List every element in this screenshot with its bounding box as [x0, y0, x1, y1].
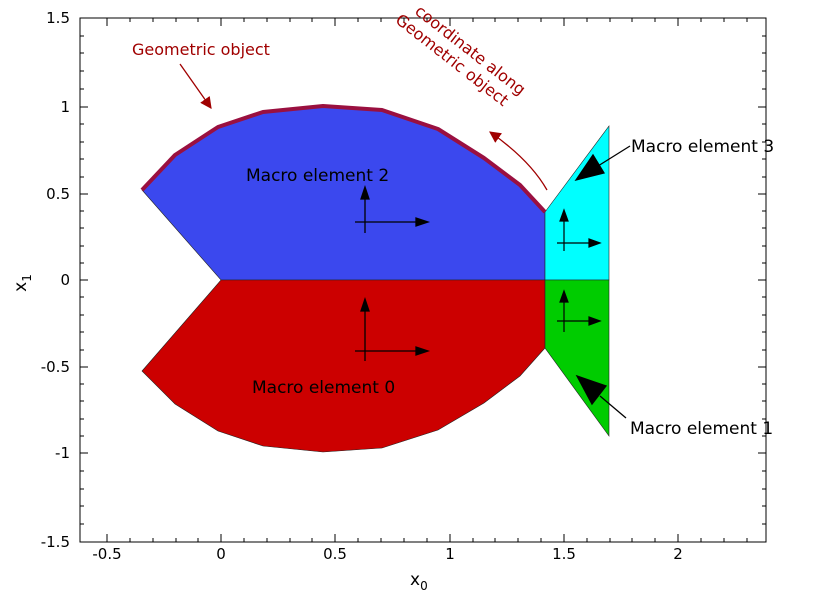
macro-element-0-region: [141, 279, 546, 453]
x-tick-label: 0: [216, 545, 226, 563]
macro-element-1-region: [544, 279, 610, 437]
local-coordinate-axes-macro-2: [355, 184, 431, 233]
geometric-object-pointer-arrow: [179, 63, 212, 109]
y-tick-label: 1: [60, 98, 70, 116]
x-tick-label: -0.5: [92, 545, 121, 563]
macro-element-3-region: [544, 125, 610, 281]
local-coordinate-axes-macro-1: [557, 289, 602, 332]
x-tick-label: 1: [445, 545, 455, 563]
x-axis-label-base: x: [410, 570, 420, 590]
macro-element-1-label: Macro element 1: [630, 419, 773, 439]
y-tick-label: -1: [55, 444, 70, 462]
macro-element-3-label: Macro element 3: [631, 137, 774, 157]
coordinate-along-annotation: coordinate along Geometric object: [392, 1, 529, 110]
x-axis-label: x0: [410, 570, 428, 593]
x-tick-labels: -0.5 0 0.5 1 1.5 2: [92, 545, 682, 563]
tick-marks: [80, 17, 766, 543]
geometric-object-curve: [140, 104, 547, 214]
y-tick-label: 0: [60, 271, 70, 289]
x-tick-label: 2: [673, 545, 683, 563]
y-tick-label: 1.5: [46, 9, 70, 27]
y-tick-label: 0.5: [46, 185, 70, 203]
local-coordinate-axes-macro-0: [355, 296, 431, 361]
macro-element-2-region: [141, 105, 546, 281]
coordinate-direction-arrow: [489, 131, 548, 191]
y-tick-labels: 1.5 1 0.5 0 -0.5 -1 -1.5: [41, 9, 70, 551]
y-axis-label-base: x: [11, 282, 31, 292]
y-tick-label: -0.5: [41, 358, 70, 376]
y-tick-label: -1.5: [41, 533, 70, 551]
pointer-arrow-macro-1: [575, 374, 627, 419]
x-tick-label: 0.5: [323, 545, 347, 563]
x-tick-label: 1.5: [552, 545, 576, 563]
pointer-arrow-macro-3: [574, 145, 631, 182]
macro-element-0-label: Macro element 0: [252, 378, 395, 398]
macro-element-2-label: Macro element 2: [246, 166, 389, 186]
y-axis-label: x1: [11, 274, 34, 292]
local-coordinate-axes-macro-3: [557, 208, 602, 251]
y-axis-label-subscript: 1: [20, 274, 34, 282]
geometric-object-label: Geometric object: [132, 40, 270, 59]
x-axis-label-subscript: 0: [420, 579, 428, 593]
